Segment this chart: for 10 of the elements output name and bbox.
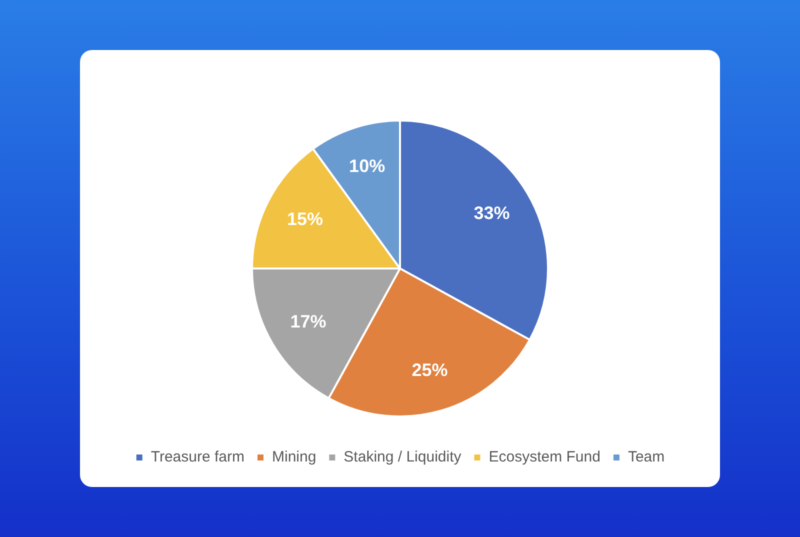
legend-label: Staking / Liquidity: [344, 448, 462, 466]
legend-label: Ecosystem Fund: [488, 448, 600, 466]
data-label: 15%: [287, 209, 324, 230]
data-label: 10%: [349, 156, 386, 176]
data-label: 25%: [412, 360, 448, 380]
data-label: 17%: [290, 312, 326, 332]
legend-label: Treasure farm: [150, 448, 244, 466]
legend-label: Team: [628, 448, 665, 466]
legend-label: Mining: [272, 448, 316, 466]
data-label: 33%: [474, 203, 510, 224]
